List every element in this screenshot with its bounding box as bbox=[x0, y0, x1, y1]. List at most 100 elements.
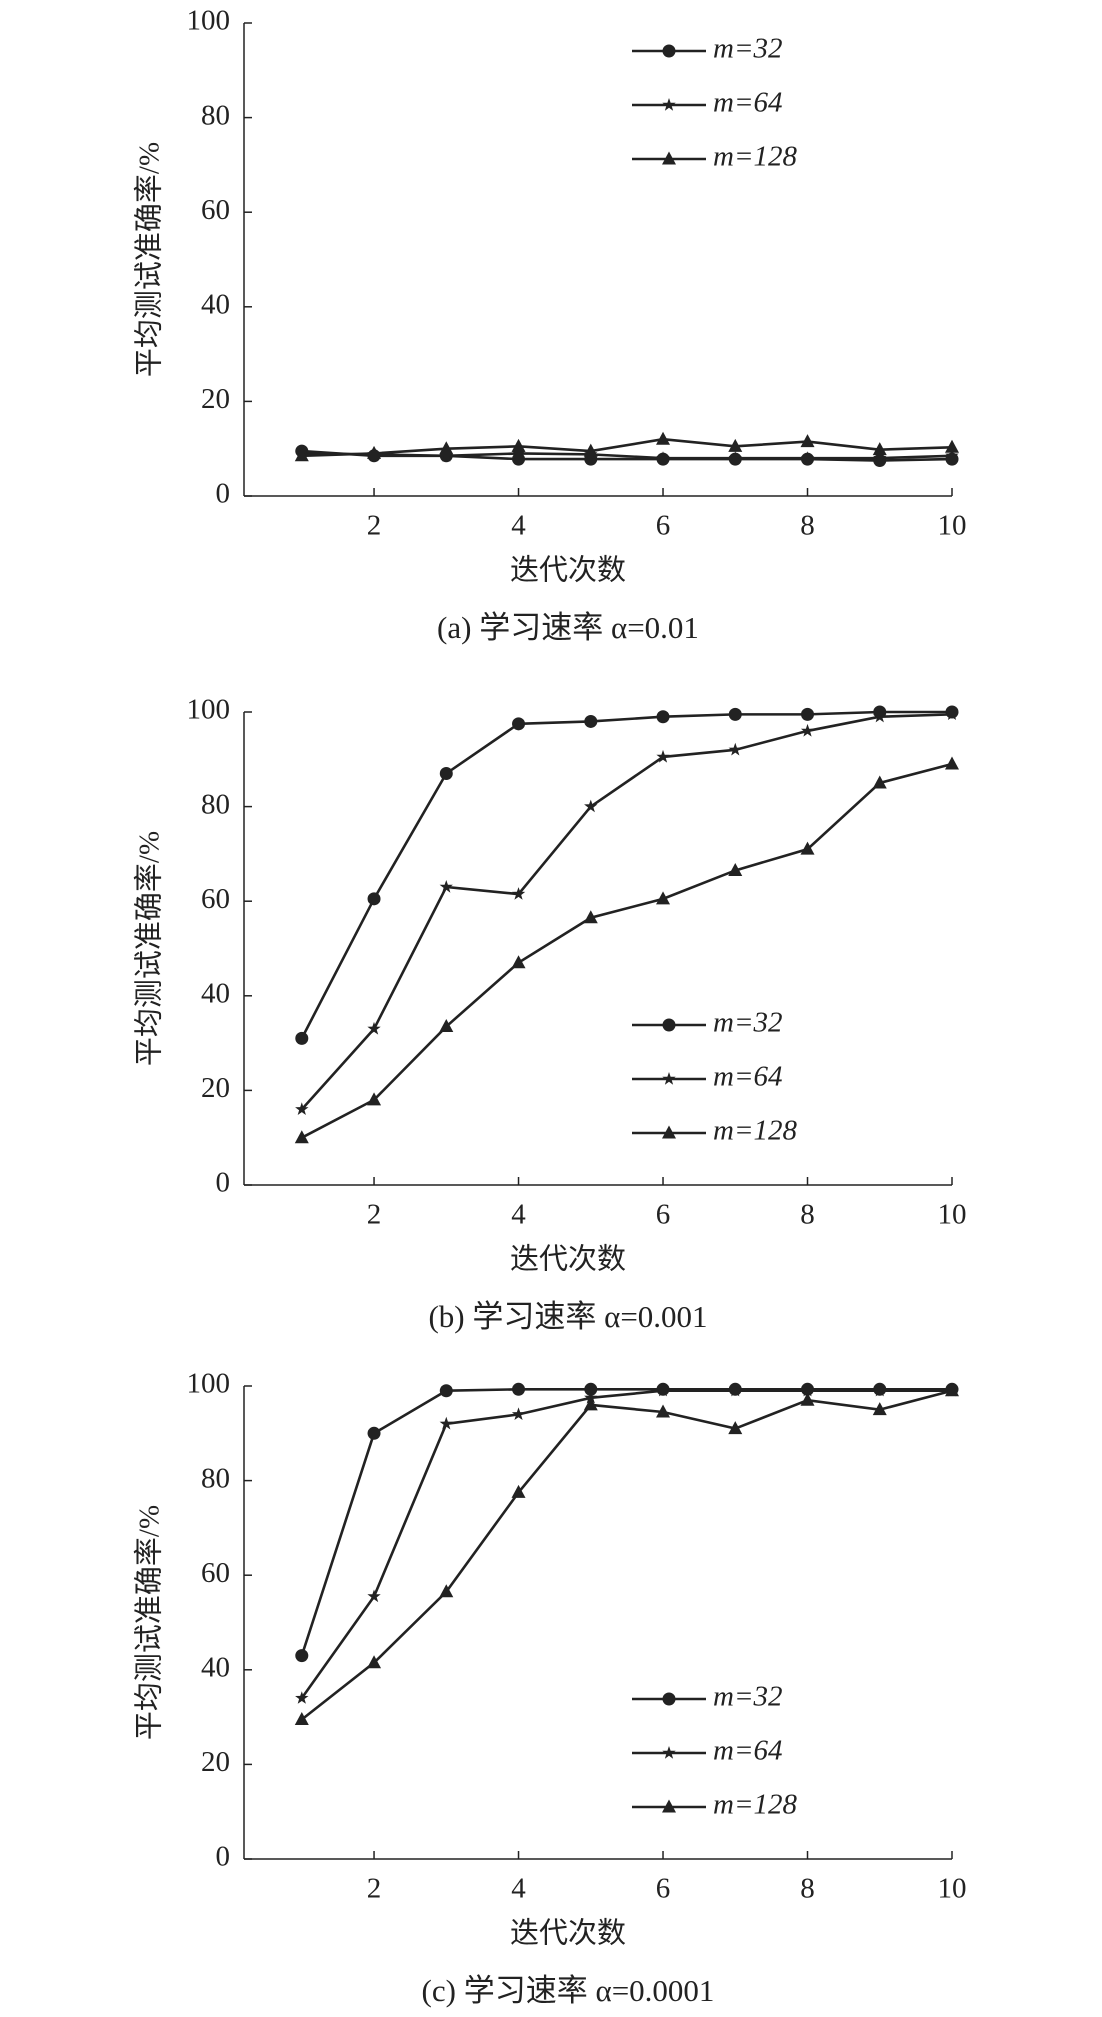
marker bbox=[728, 1421, 743, 1435]
marker bbox=[945, 448, 959, 462]
marker bbox=[801, 707, 815, 721]
legend-label: m=32 bbox=[713, 33, 783, 65]
marker bbox=[945, 1383, 959, 1397]
marker bbox=[583, 910, 598, 924]
line bbox=[300, 1389, 952, 1699]
x-tick-label: 6 bbox=[656, 1873, 671, 1905]
x-tick-label: 2 bbox=[367, 510, 382, 542]
y-tick-label: 80 bbox=[201, 99, 230, 131]
marker bbox=[800, 1392, 815, 1406]
x-axis-label: 迭代次数 bbox=[510, 1243, 626, 1276]
legend-marker bbox=[662, 1018, 676, 1032]
legend-label: m=32 bbox=[713, 1007, 783, 1039]
legend-marker bbox=[662, 1799, 676, 1813]
marker bbox=[439, 766, 453, 780]
marker bbox=[800, 451, 815, 464]
marker bbox=[511, 955, 526, 969]
marker bbox=[367, 445, 382, 459]
marker bbox=[295, 1102, 309, 1115]
y-tick-label: 60 bbox=[201, 1557, 230, 1589]
y-tick-label: 40 bbox=[201, 1651, 230, 1683]
marker bbox=[800, 723, 815, 737]
y-tick-label: 0 bbox=[216, 1167, 231, 1199]
line bbox=[300, 1388, 952, 1657]
marker bbox=[728, 707, 742, 721]
x-tick-label: 4 bbox=[511, 510, 526, 542]
marker bbox=[945, 756, 959, 770]
marker bbox=[367, 1589, 381, 1603]
y-tick-label: 20 bbox=[201, 383, 230, 415]
marker bbox=[439, 880, 453, 893]
legend-label: m=64 bbox=[713, 1735, 783, 1767]
marker bbox=[512, 452, 526, 466]
legend-marker bbox=[662, 1072, 676, 1085]
x-tick-label: 2 bbox=[367, 1873, 382, 1905]
marker bbox=[656, 891, 671, 905]
marker bbox=[584, 1382, 598, 1396]
marker bbox=[583, 1397, 598, 1411]
legend-marker bbox=[662, 44, 676, 58]
marker bbox=[511, 446, 526, 460]
marker bbox=[294, 1130, 309, 1144]
marker bbox=[584, 1390, 598, 1404]
legend-label: m=64 bbox=[713, 1061, 783, 1093]
y-tick-label: 0 bbox=[216, 478, 231, 510]
chart-title: (c) 学习速率 α=0.0001 bbox=[422, 1973, 715, 2008]
chart-title: (a) 学习速率 α=0.01 bbox=[437, 610, 699, 645]
x-tick-label: 10 bbox=[938, 510, 967, 542]
legend-marker bbox=[662, 1746, 676, 1759]
marker bbox=[439, 448, 453, 462]
line bbox=[300, 713, 953, 1111]
y-axis-label: 平均测试准确率/% bbox=[133, 142, 166, 377]
marker bbox=[800, 434, 815, 448]
marker bbox=[656, 749, 670, 763]
y-tick-label: 20 bbox=[201, 1746, 230, 1778]
marker bbox=[294, 1711, 309, 1725]
line bbox=[301, 452, 953, 460]
marker bbox=[728, 862, 743, 876]
marker bbox=[728, 451, 742, 464]
x-tick-label: 8 bbox=[800, 1873, 815, 1905]
x-tick-label: 8 bbox=[800, 1199, 815, 1231]
marker bbox=[511, 1484, 526, 1498]
y-tick-label: 60 bbox=[201, 883, 230, 915]
y-tick-label: 40 bbox=[201, 977, 230, 1009]
marker bbox=[945, 707, 959, 720]
legend-marker bbox=[662, 1125, 676, 1139]
marker bbox=[439, 1416, 453, 1430]
marker bbox=[439, 441, 454, 455]
marker bbox=[583, 443, 598, 457]
x-tick-label: 10 bbox=[938, 1199, 967, 1231]
legend-label: m=128 bbox=[713, 1115, 798, 1147]
y-tick-label: 80 bbox=[201, 788, 230, 820]
x-axis-label: 迭代次数 bbox=[510, 1917, 626, 1950]
legend-marker bbox=[662, 151, 676, 165]
legend-label: m=64 bbox=[713, 87, 783, 119]
x-tick-label: 6 bbox=[656, 1199, 671, 1231]
marker bbox=[656, 451, 670, 464]
chart-title: (b) 学习速率 α=0.001 bbox=[428, 1299, 707, 1334]
marker bbox=[584, 799, 598, 813]
legend-marker bbox=[662, 98, 676, 111]
marker bbox=[367, 892, 381, 906]
marker bbox=[656, 1404, 671, 1418]
marker bbox=[294, 448, 309, 462]
line bbox=[301, 762, 953, 1139]
legend-label: m=128 bbox=[713, 141, 798, 173]
marker bbox=[728, 1383, 742, 1397]
marker bbox=[367, 1092, 382, 1106]
y-tick-label: 0 bbox=[216, 1841, 231, 1873]
marker bbox=[872, 442, 887, 456]
marker bbox=[872, 1402, 887, 1416]
y-axis-label: 平均测试准确率/% bbox=[133, 831, 166, 1066]
y-tick-label: 40 bbox=[201, 288, 230, 320]
marker bbox=[800, 1383, 815, 1397]
marker bbox=[439, 1384, 453, 1398]
marker bbox=[656, 1383, 670, 1397]
x-tick-label: 4 bbox=[511, 1199, 526, 1231]
line bbox=[300, 1389, 953, 1721]
marker bbox=[367, 1021, 381, 1035]
marker bbox=[511, 1407, 526, 1420]
marker bbox=[656, 710, 670, 724]
x-tick-label: 10 bbox=[938, 1873, 967, 1905]
